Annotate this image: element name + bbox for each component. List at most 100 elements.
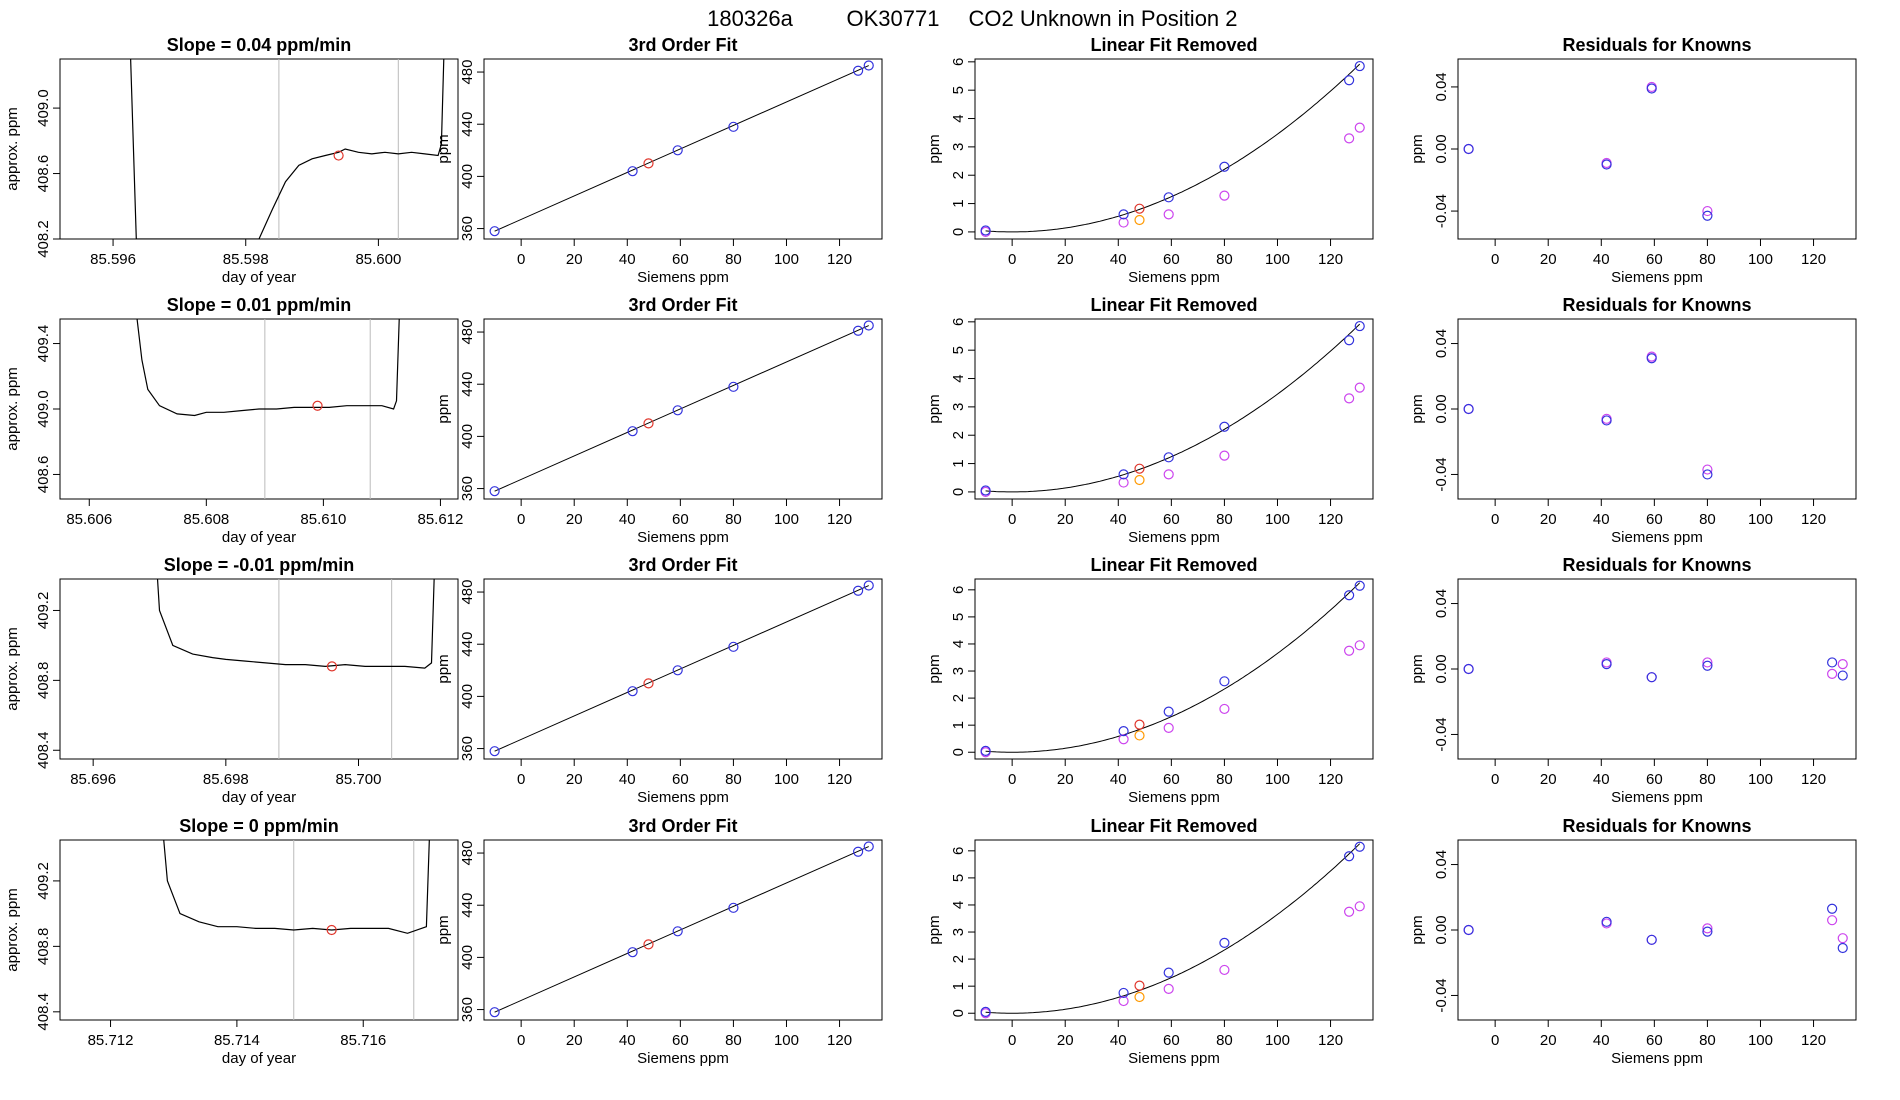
y-axis-label: ppm [926, 654, 943, 683]
y-tick-label: 2 [950, 171, 967, 179]
y-axis-label: approx. ppm [4, 107, 21, 190]
x-tick-label: 120 [827, 771, 852, 788]
y-axis-label: ppm [1409, 134, 1426, 163]
unknown-point [643, 158, 654, 169]
y-tick-label: 0.00 [1433, 654, 1450, 683]
unknown-point [1134, 203, 1145, 214]
x-tick-label: 80 [1699, 511, 1716, 528]
plot-area [156, 579, 435, 759]
panel-row3-fit: 3rd Order Fit 0 20 40 60 80 100 120 360 400 440 480… [435, 555, 883, 806]
x-tick-label: 100 [1748, 511, 1773, 528]
known-point [853, 846, 864, 857]
panel-row4-res: Residuals for Knowns 0 20 40 60 80 100 120 -0.04… [1409, 816, 1857, 1067]
known-point [627, 426, 638, 437]
x-tick-label: 0 [517, 1032, 525, 1049]
y-tick-label: 6 [950, 586, 967, 594]
plot-area [980, 60, 1365, 238]
known-alt-point [1827, 668, 1838, 680]
panel-row4-fit: 3rd Order Fit 0 20 40 60 80 100 120 360 400 440 480… [435, 816, 883, 1067]
known-point [1163, 452, 1174, 463]
y-axis-label: ppm [926, 134, 943, 163]
y-tick-label: 1 [950, 459, 967, 467]
mean-point [333, 150, 344, 161]
x-axis-label: Siemens ppm [1128, 789, 1220, 806]
known-alt-point [1702, 464, 1713, 475]
panel-title: Residuals for Knowns [1562, 816, 1751, 836]
panel-title: Residuals for Knowns [1562, 295, 1751, 315]
unknown-point [643, 678, 654, 689]
known-alt-point [1344, 133, 1355, 144]
known-point [672, 665, 683, 676]
y-tick-label: 440 [459, 112, 476, 137]
x-tick-label: 0 [1008, 511, 1016, 528]
analyzer-trace [163, 840, 430, 934]
known-alt-point [1837, 933, 1848, 944]
y-axis-label: approx. ppm [4, 367, 21, 450]
known-point [728, 641, 739, 652]
x-tick-label: 120 [827, 1032, 852, 1049]
known-point [489, 486, 500, 497]
y-tick-label: 0 [950, 488, 967, 496]
x-tick-label: 20 [566, 771, 583, 788]
y-tick-label: 480 [459, 841, 476, 866]
y-tick-label: 4 [950, 901, 967, 909]
x-tick-label: 80 [1699, 1032, 1716, 1049]
y-axis-label: ppm [435, 394, 452, 423]
panel-row3-time: Slope = -0.01 ppm/min 85.696 85.698 85.700 4… [4, 555, 459, 806]
panel-title: Slope = 0 ppm/min [179, 816, 339, 836]
known-point [1702, 210, 1713, 221]
plot-frame [59, 578, 459, 760]
x-tick-label: 40 [1110, 771, 1127, 788]
known-point [1354, 580, 1365, 591]
y-tick-label: 360 [459, 997, 476, 1022]
plot-area [980, 841, 1365, 1019]
y-tick-label: 440 [459, 372, 476, 397]
y-tick-label: 0.04 [1433, 850, 1450, 879]
y-tick-label: 0.00 [1433, 394, 1450, 423]
x-tick-label: 60 [1163, 511, 1180, 528]
known-point [1463, 924, 1474, 936]
x-axis-label: day of year [222, 1050, 296, 1067]
panel-title: 3rd Order Fit [628, 35, 737, 55]
analyzer-trace [136, 319, 400, 417]
known-alt-point [1344, 645, 1355, 656]
unknown-point [1134, 719, 1145, 730]
x-axis-label: Siemens ppm [1611, 529, 1703, 546]
known-point [1601, 415, 1612, 426]
plot-area [136, 319, 400, 499]
known-point [1646, 934, 1657, 945]
known-alt-point [1163, 469, 1174, 480]
y-tick-label: 6 [950, 58, 967, 66]
known-point [728, 902, 739, 913]
panel-title: Slope = -0.01 ppm/min [164, 555, 355, 575]
panel-title: Residuals for Knowns [1562, 555, 1751, 575]
plot-area [163, 840, 430, 1020]
known-alt-point [1702, 205, 1713, 217]
plot-frame [483, 578, 883, 760]
known-point [1219, 937, 1230, 948]
known-point [980, 485, 991, 496]
x-tick-label: 120 [827, 251, 852, 268]
y-tick-label: 0.00 [1433, 134, 1450, 163]
known-point [853, 585, 864, 596]
y-tick-label: 0.04 [1433, 589, 1450, 618]
x-tick-label: 80 [1216, 771, 1233, 788]
known-point [980, 1006, 991, 1017]
plot-area [130, 59, 445, 239]
x-tick-label: 20 [1057, 1032, 1074, 1049]
x-tick-label: 20 [1057, 251, 1074, 268]
y-tick-label: 5 [950, 86, 967, 94]
y-tick-label: 400 [459, 945, 476, 970]
x-tick-label: 0 [1491, 251, 1499, 268]
x-tick-label: 100 [1748, 251, 1773, 268]
panel-row2-fit: 3rd Order Fit 0 20 40 60 80 100 120 360 400 440 480… [435, 295, 883, 546]
analyzer-trace [130, 59, 445, 239]
known-alt-point [1344, 906, 1355, 917]
known-point [489, 226, 500, 237]
panel-title: Linear Fit Removed [1090, 35, 1257, 55]
y-tick-label: 408.6 [35, 155, 52, 193]
plot-area [1463, 657, 1848, 683]
y-tick-label: -0.04 [1433, 978, 1450, 1012]
x-tick-label: 85.700 [336, 771, 382, 788]
known-point [863, 60, 874, 71]
